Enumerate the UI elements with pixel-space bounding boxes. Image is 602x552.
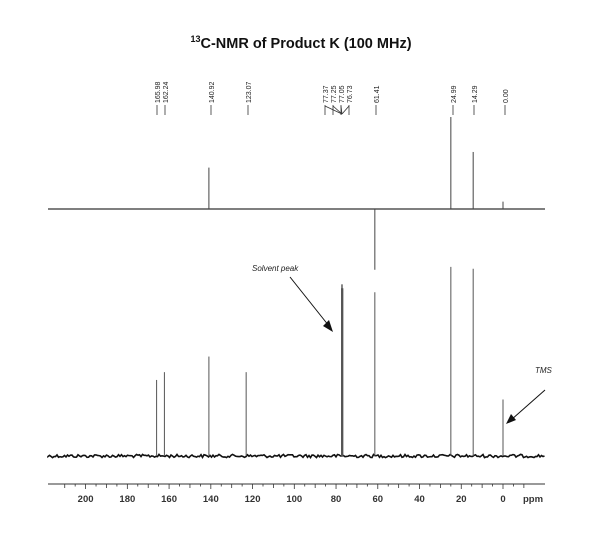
solvent-peak-arrow — [289, 276, 330, 327]
peak-label: 76.73 — [347, 85, 354, 103]
peak-label-connector — [341, 105, 350, 115]
x-tick-label: 0 — [500, 494, 505, 505]
peak-label-connector — [324, 105, 343, 115]
peak-label: 0.00 — [503, 89, 510, 103]
x-axis-ticks: 200 180 160 140 120 100 80 60 40 20 0 — [64, 484, 525, 505]
x-tick-label: 100 — [286, 494, 302, 505]
title-main: C-NMR of Product K (100 MHz) — [200, 35, 412, 52]
peak-label-connector — [332, 105, 343, 115]
peak-label: 165.98 — [155, 81, 162, 103]
solvent-peak-label: Solvent peak — [252, 264, 299, 273]
peak-label: 77.05 — [339, 85, 346, 103]
bb-baseline — [47, 453, 545, 460]
x-tick-label: 40 — [414, 494, 425, 505]
x-tick-label: 120 — [245, 494, 261, 505]
x-axis-label: ppm — [523, 494, 543, 505]
x-tick-label: 20 — [456, 494, 467, 505]
peak-label: 140.92 — [209, 81, 216, 103]
x-tick-label: 140 — [203, 494, 219, 505]
peak-label: 14.29 — [472, 85, 479, 103]
peak-label-connector — [340, 105, 343, 115]
peak-label: 77.37 — [323, 85, 330, 103]
peak-label: 123.07 — [246, 81, 253, 103]
tms-arrow — [510, 389, 546, 421]
peak-label: 77.25 — [331, 85, 338, 103]
solvent-peak-arrowhead — [323, 320, 333, 332]
peak-label: 61.41 — [374, 85, 381, 103]
peak-labels: 165.98 162.24 140.92 123.07 77.37 77.25 77.05 7… — [155, 81, 510, 115]
peak-label: 162.24 — [163, 81, 170, 103]
tms-label: TMS — [535, 366, 553, 375]
x-tick-label: 160 — [161, 494, 177, 505]
chart-title: 13C-NMR of Product K (100 MHz) — [0, 34, 602, 52]
x-tick-label: 180 — [119, 494, 135, 505]
peak-label: 24.99 — [451, 85, 458, 103]
tms-arrowhead — [506, 414, 516, 424]
title-isotope: 13 — [190, 34, 201, 44]
x-tick-label: 200 — [78, 494, 94, 505]
x-tick-label: 80 — [331, 494, 342, 505]
x-tick-label: 60 — [372, 494, 383, 505]
